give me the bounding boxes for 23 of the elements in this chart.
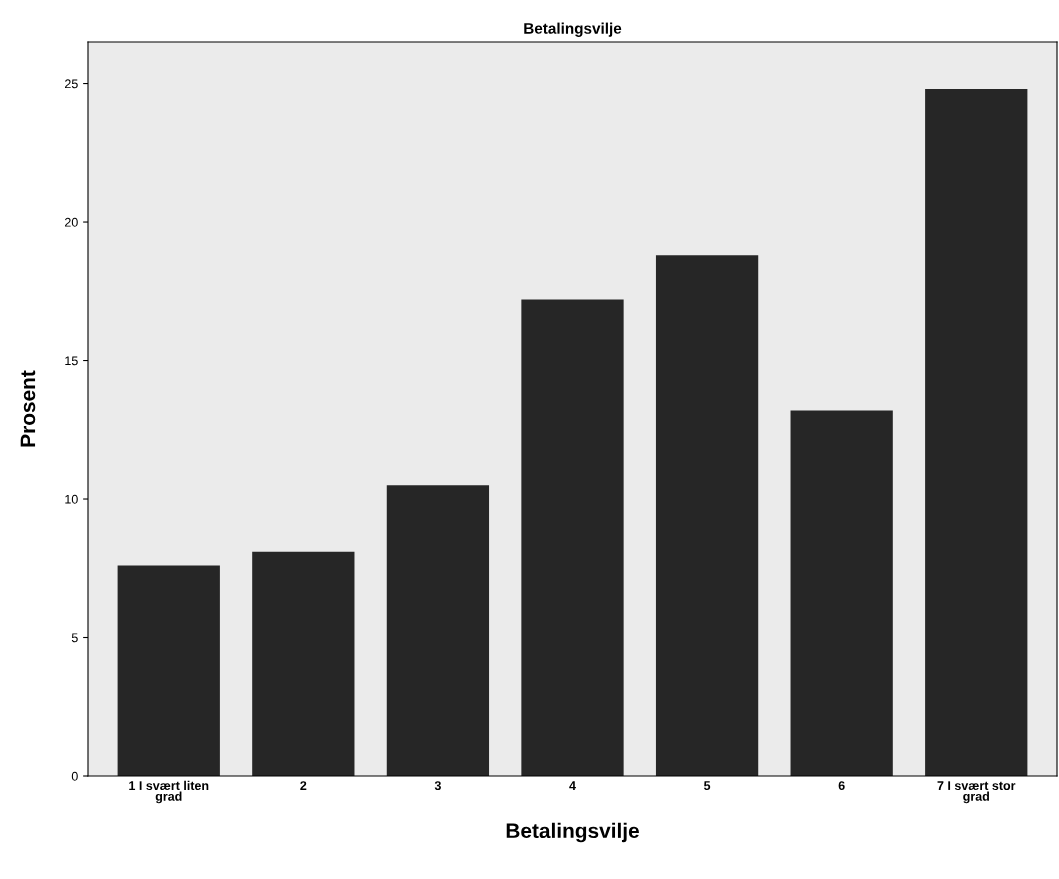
bar [790,410,893,776]
y-tick-label: 10 [65,494,78,504]
x-tick-label: 2 [300,781,307,790]
y-tick-label: 15 [65,356,78,366]
bar [925,89,1028,776]
y-tick-label: 5 [71,633,78,643]
bar [117,565,220,776]
x-axis-title: Betalingsvilje [506,822,639,843]
x-tick-label: 7 I svært stor grad [937,781,1016,804]
chart-title: Betalingsvilje [524,22,622,37]
x-tick-label: 6 [838,781,845,791]
bar [655,255,759,776]
bar [252,551,355,776]
x-tick-label: 4 [569,781,576,790]
x-tick-label: 3 [434,781,441,791]
x-tick-label: 5 [703,781,711,791]
bar [521,299,624,776]
y-tick-label: 20 [65,217,78,227]
y-tick-label: 25 [65,79,78,89]
x-tick-label: 1 I svært liten grad [129,780,209,804]
y-axis-title: Prosent [20,370,36,447]
y-tick-label: 0 [71,771,78,781]
bar [386,485,490,776]
